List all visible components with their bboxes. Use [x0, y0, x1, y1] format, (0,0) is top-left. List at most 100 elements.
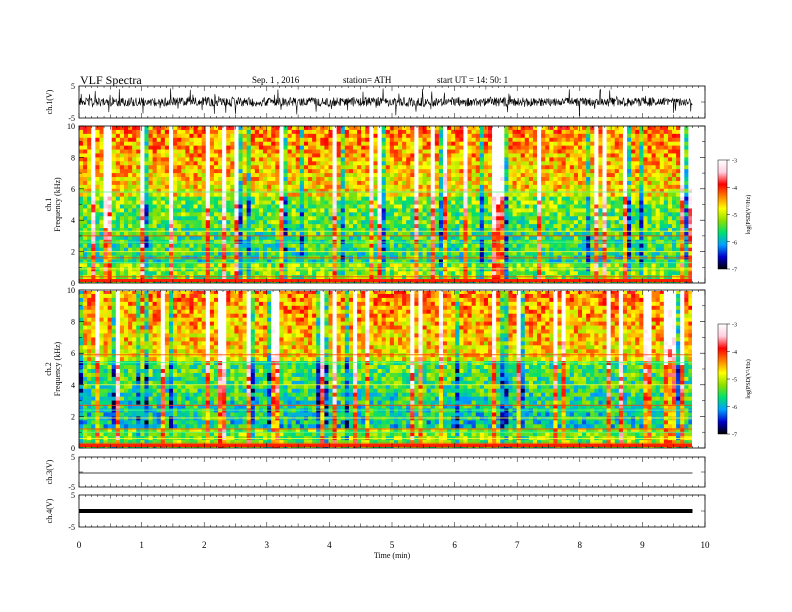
spectrogram-cell	[353, 133, 358, 139]
spectrogram-cell	[418, 169, 424, 174]
spectrogram-cell	[549, 126, 555, 131]
spectrogram-cell	[336, 216, 342, 221]
spectrogram-cell	[545, 263, 550, 268]
spectrogram-cell	[197, 149, 203, 155]
spectrogram-cell	[308, 224, 313, 229]
spectrogram-cell	[226, 224, 231, 229]
spectrogram-cell	[209, 204, 215, 210]
spectrogram-cell	[263, 137, 268, 143]
spectrogram-cell	[381, 188, 387, 194]
spectrogram-cell	[213, 212, 219, 217]
spectrogram-cell	[573, 157, 579, 162]
spectrogram-cell	[541, 243, 546, 249]
spectrogram-cell	[475, 212, 481, 217]
spectrogram-cell	[234, 220, 240, 225]
spectrogram-cell	[99, 133, 105, 139]
spectrogram-cell	[541, 141, 546, 147]
spectrogram-cell	[103, 177, 109, 182]
spectrogram-cell	[168, 259, 174, 264]
spectrogram-cell	[295, 184, 301, 190]
spectrogram-cell	[267, 161, 272, 166]
spectrogram-cell	[144, 263, 150, 268]
spectrogram-cell	[128, 153, 133, 158]
spectrogram-cell	[389, 133, 395, 139]
spectrogram-cell	[299, 243, 305, 249]
spectrogram-cell	[291, 224, 297, 229]
spectrogram-cell	[291, 271, 297, 276]
spectrogram-cell	[181, 133, 186, 139]
spectrogram-cell	[565, 204, 571, 210]
spectrogram-cell	[471, 251, 477, 257]
spectrogram-cell	[181, 177, 186, 182]
spectrogram-cell	[561, 184, 567, 190]
spectrogram-cell	[295, 157, 301, 162]
spectrogram-cell	[156, 212, 162, 217]
spectrogram-cell	[205, 188, 211, 194]
spectrogram-cell	[422, 133, 428, 139]
spectrogram-cell	[144, 216, 150, 221]
spectrogram-cell	[234, 161, 240, 166]
spectrogram-cell	[115, 243, 121, 249]
spectrogram-cell	[406, 133, 411, 139]
spectrogram-cell	[144, 137, 150, 143]
spectrogram-cell	[418, 251, 424, 257]
spectrogram-cell	[447, 192, 452, 198]
spectrogram-cell	[577, 177, 583, 182]
spectrogram-cell	[136, 263, 141, 268]
spectrogram-cell	[532, 243, 538, 249]
spectrogram-cell	[557, 157, 563, 162]
spectrogram-cell	[185, 259, 191, 264]
spectrogram-cell	[340, 129, 346, 135]
spectrogram-cell	[107, 145, 113, 151]
spectrogram-cell	[573, 165, 579, 170]
spectrogram-cell	[230, 235, 236, 241]
spectrogram-cell	[577, 173, 583, 178]
spectrogram-cell	[185, 204, 191, 210]
spectrogram-cell	[87, 196, 92, 202]
spectrogram-cell	[79, 161, 84, 166]
spectrogram-cell	[373, 208, 379, 213]
spectrogram-cell	[103, 157, 109, 162]
spectrogram-cell	[569, 263, 575, 268]
spectrogram-cell	[238, 247, 244, 253]
spectrogram-cell	[324, 145, 330, 151]
spectrogram-cell	[209, 259, 215, 264]
spectrogram-cell	[532, 267, 538, 272]
spectrogram-cell	[332, 251, 338, 257]
spectrogram-cell	[226, 263, 231, 268]
spectrogram-cell	[353, 157, 358, 162]
spectrogram-cell	[471, 196, 477, 202]
spectrogram-cell	[91, 271, 96, 276]
spectrogram-cell	[177, 251, 182, 257]
spectrogram-cell	[459, 271, 465, 276]
spectrogram-cell	[402, 184, 407, 190]
spectrogram-cell	[577, 263, 583, 268]
spectrogram-cell	[520, 196, 526, 202]
spectrogram-cell	[487, 129, 493, 135]
spectrogram-cell	[79, 157, 84, 162]
spectrogram-cell	[275, 243, 280, 249]
spectrogram-cell	[528, 231, 534, 237]
spectrogram-cell	[91, 208, 96, 213]
spectrogram-cell	[455, 184, 460, 190]
spectrogram-cell	[213, 271, 219, 276]
spectrogram-cell	[189, 224, 195, 229]
spectrogram-cell	[213, 133, 219, 139]
spectrogram-cell	[189, 137, 195, 143]
spectrogram-cell	[377, 129, 383, 135]
spectrogram-cell	[95, 259, 101, 264]
spectrogram-cell	[254, 204, 260, 210]
spectrogram-cell	[332, 220, 338, 225]
spectrogram-cell	[164, 153, 170, 158]
spectrogram-cell	[291, 149, 297, 155]
spectrogram-cell	[561, 271, 567, 276]
spectrogram-cell	[275, 129, 280, 135]
spectrogram-cell	[201, 161, 207, 166]
spectrogram-cell	[320, 228, 325, 233]
spectrogram-cell	[144, 165, 150, 170]
spectrogram-cell	[230, 169, 236, 174]
spectrogram-cell	[136, 196, 141, 202]
spectrogram-cell	[348, 275, 354, 280]
spectrogram-cell	[144, 271, 150, 276]
spectrogram-cell	[487, 165, 493, 170]
